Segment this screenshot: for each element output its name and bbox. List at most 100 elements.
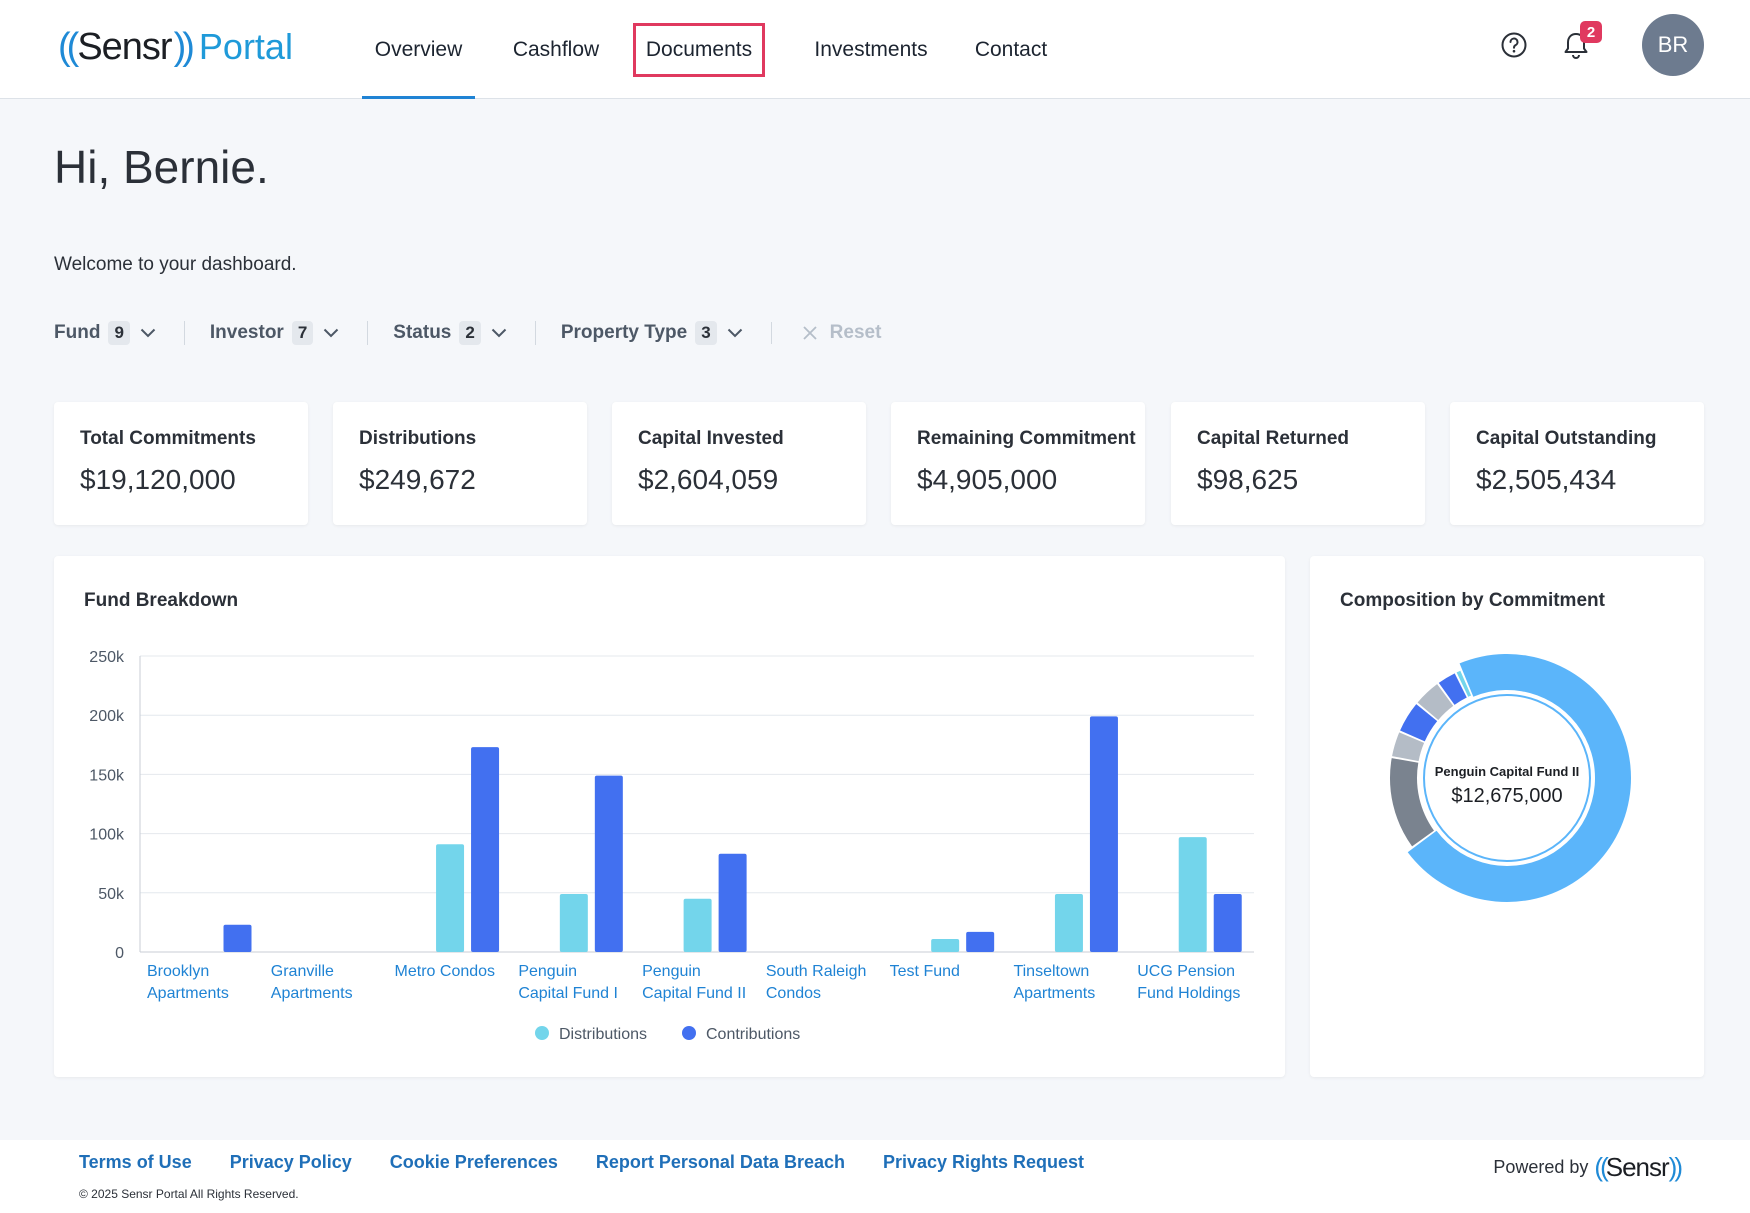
- notifications-button[interactable]: 2: [1556, 21, 1602, 65]
- mini-logo-paren-open: ((: [1594, 1152, 1608, 1182]
- nav-overview-label: Overview: [374, 37, 463, 61]
- composition-title: Composition by Commitment: [1340, 590, 1605, 611]
- logo-paren-open: ((: [58, 25, 79, 68]
- stat-card-capital-outstanding: Capital Outstanding $2,505,434: [1450, 402, 1704, 525]
- copyright-text: © 2025 Sensr Portal All Rights Reserved.: [79, 1187, 299, 1201]
- x-tick-label-line: Capital Fund II: [642, 985, 746, 1002]
- bar-distributions: [559, 893, 588, 952]
- top-header: (( Sensr )) Portal Overview Cashflow Doc…: [0, 0, 1750, 99]
- filter-property-type[interactable]: Property Type 3: [534, 321, 771, 345]
- x-tick-label-line: Brooklyn: [147, 963, 209, 980]
- x-tick-label: Penguin Capital Fund I: [518, 963, 618, 1002]
- stat-label: Capital Returned: [1197, 428, 1350, 449]
- filter-fund-count: 9: [108, 321, 130, 345]
- fund-breakdown-panel: Fund Breakdown 0 50k 100k 150k 200k 250k Brook…: [54, 556, 1285, 1077]
- donut-slice: [1390, 758, 1434, 847]
- filter-status-count: 2: [459, 321, 481, 345]
- filter-fund-label: Fund: [54, 322, 101, 343]
- bar-distributions: [1178, 837, 1207, 952]
- x-tick-label: Metro Condos: [395, 963, 496, 980]
- bar-contributions: [1213, 893, 1242, 952]
- footer-link-report-breach[interactable]: Report Personal Data Breach: [595, 1152, 845, 1172]
- footer-link-terms[interactable]: Terms of Use: [79, 1152, 192, 1172]
- x-tick-label: UCG Pension Fund Holdings: [1137, 963, 1240, 1002]
- filter-status-label: Status: [393, 322, 452, 343]
- chevron-down-icon: [727, 328, 742, 338]
- footer-link-privacy-rights[interactable]: Privacy Rights Request: [882, 1152, 1085, 1172]
- x-tick-label-line: Apartments: [1013, 985, 1095, 1002]
- bar-contributions: [223, 924, 252, 952]
- x-tick-label-line: Metro Condos: [395, 963, 496, 980]
- x-tick-label: Granville Apartments: [271, 963, 353, 1002]
- main-nav: Overview Cashflow Documents Investments …: [362, 0, 1066, 99]
- legend-marker: [682, 1026, 696, 1040]
- legend-label: Contributions: [706, 1026, 800, 1043]
- reset-filters-button[interactable]: Reset: [770, 322, 910, 344]
- x-tick-label-line: Granville: [271, 963, 334, 980]
- y-tick-label: 0: [115, 945, 124, 962]
- nav-cashflow[interactable]: Cashflow: [485, 0, 627, 99]
- page-footer: Terms of Use Privacy Policy Cookie Prefe…: [0, 1140, 1750, 1213]
- footer-links: Terms of Use Privacy Policy Cookie Prefe…: [79, 1152, 1122, 1173]
- y-tick-label: 250k: [89, 649, 125, 666]
- logo-product: Portal: [198, 26, 293, 67]
- x-tick-label: Brooklyn Apartments: [147, 963, 229, 1002]
- fund-breakdown-title: Fund Breakdown: [84, 590, 239, 611]
- footer-link-privacy-policy[interactable]: Privacy Policy: [229, 1152, 352, 1172]
- x-tick-label-line: UCG Pension: [1137, 963, 1235, 980]
- sensr-mini-logo: ((Sensr)): [1594, 1152, 1683, 1183]
- nav-contact-label: Contact: [974, 37, 1048, 61]
- x-tick-label-line: Penguin: [642, 963, 701, 980]
- sensr-portal-logo[interactable]: (( Sensr )) Portal: [58, 22, 293, 72]
- stat-value: $4,905,000: [917, 464, 1058, 495]
- donut-slice: [1400, 704, 1438, 742]
- stat-label: Distributions: [359, 428, 477, 449]
- welcome-text: Welcome to your dashboard.: [54, 254, 297, 275]
- x-tick-label: South Raleigh Condos: [766, 963, 867, 1002]
- user-avatar[interactable]: BR: [1642, 14, 1704, 76]
- y-tick-label: 100k: [89, 827, 125, 844]
- help-icon: [1501, 32, 1527, 58]
- x-tick-label-line: Apartments: [147, 985, 229, 1002]
- x-tick-label: Test Fund: [890, 963, 960, 980]
- nav-contact[interactable]: Contact: [956, 0, 1066, 99]
- donut-center-label: Penguin Capital Fund II: [1435, 764, 1579, 779]
- chevron-down-icon: [140, 328, 156, 338]
- donut-slice: [1407, 654, 1631, 902]
- logo-paren-close: )): [173, 25, 195, 68]
- nav-overview[interactable]: Overview: [362, 0, 475, 99]
- filter-fund[interactable]: Fund 9: [54, 321, 184, 345]
- bar-contributions: [471, 747, 500, 952]
- close-icon: [803, 326, 817, 340]
- x-tick-label-line: Tinseltown: [1013, 963, 1089, 980]
- bar-distributions: [931, 938, 960, 952]
- donut-center-ring: [1423, 694, 1591, 862]
- filter-status[interactable]: Status 2: [367, 321, 535, 345]
- chevron-down-icon: [324, 328, 339, 338]
- legend-label: Distributions: [559, 1026, 647, 1043]
- footer-link-cookie-preferences[interactable]: Cookie Preferences: [389, 1152, 558, 1172]
- notification-count-badge: 2: [1580, 21, 1602, 43]
- reset-label: Reset: [829, 322, 882, 343]
- x-tick-label-line: Fund Holdings: [1137, 985, 1240, 1002]
- stat-label: Remaining Commitment: [917, 428, 1136, 449]
- donut-slice: [1456, 670, 1472, 697]
- bar-contributions: [966, 931, 995, 952]
- filter-investor-label: Investor: [209, 322, 284, 343]
- x-tick-label-line: Condos: [766, 985, 821, 1002]
- bar-contributions: [1089, 716, 1118, 952]
- stat-card-capital-invested: Capital Invested $2,604,059: [612, 402, 866, 525]
- x-tick-label-line: Apartments: [271, 985, 353, 1002]
- filter-investor-count: 7: [291, 321, 314, 345]
- y-tick-label: 200k: [89, 708, 125, 725]
- nav-investments[interactable]: Investments: [788, 0, 954, 99]
- nav-documents[interactable]: Documents: [629, 0, 769, 99]
- donut-slice: [1417, 684, 1454, 720]
- bar-distributions: [436, 844, 465, 952]
- help-button[interactable]: [1494, 25, 1534, 65]
- x-tick-label-line: South Raleigh: [766, 963, 867, 980]
- mini-logo-brand: Sensr: [1605, 1152, 1670, 1182]
- filter-investor[interactable]: Investor 7: [183, 321, 367, 345]
- bar-contributions: [718, 853, 747, 952]
- stat-value: $19,120,000: [80, 464, 236, 495]
